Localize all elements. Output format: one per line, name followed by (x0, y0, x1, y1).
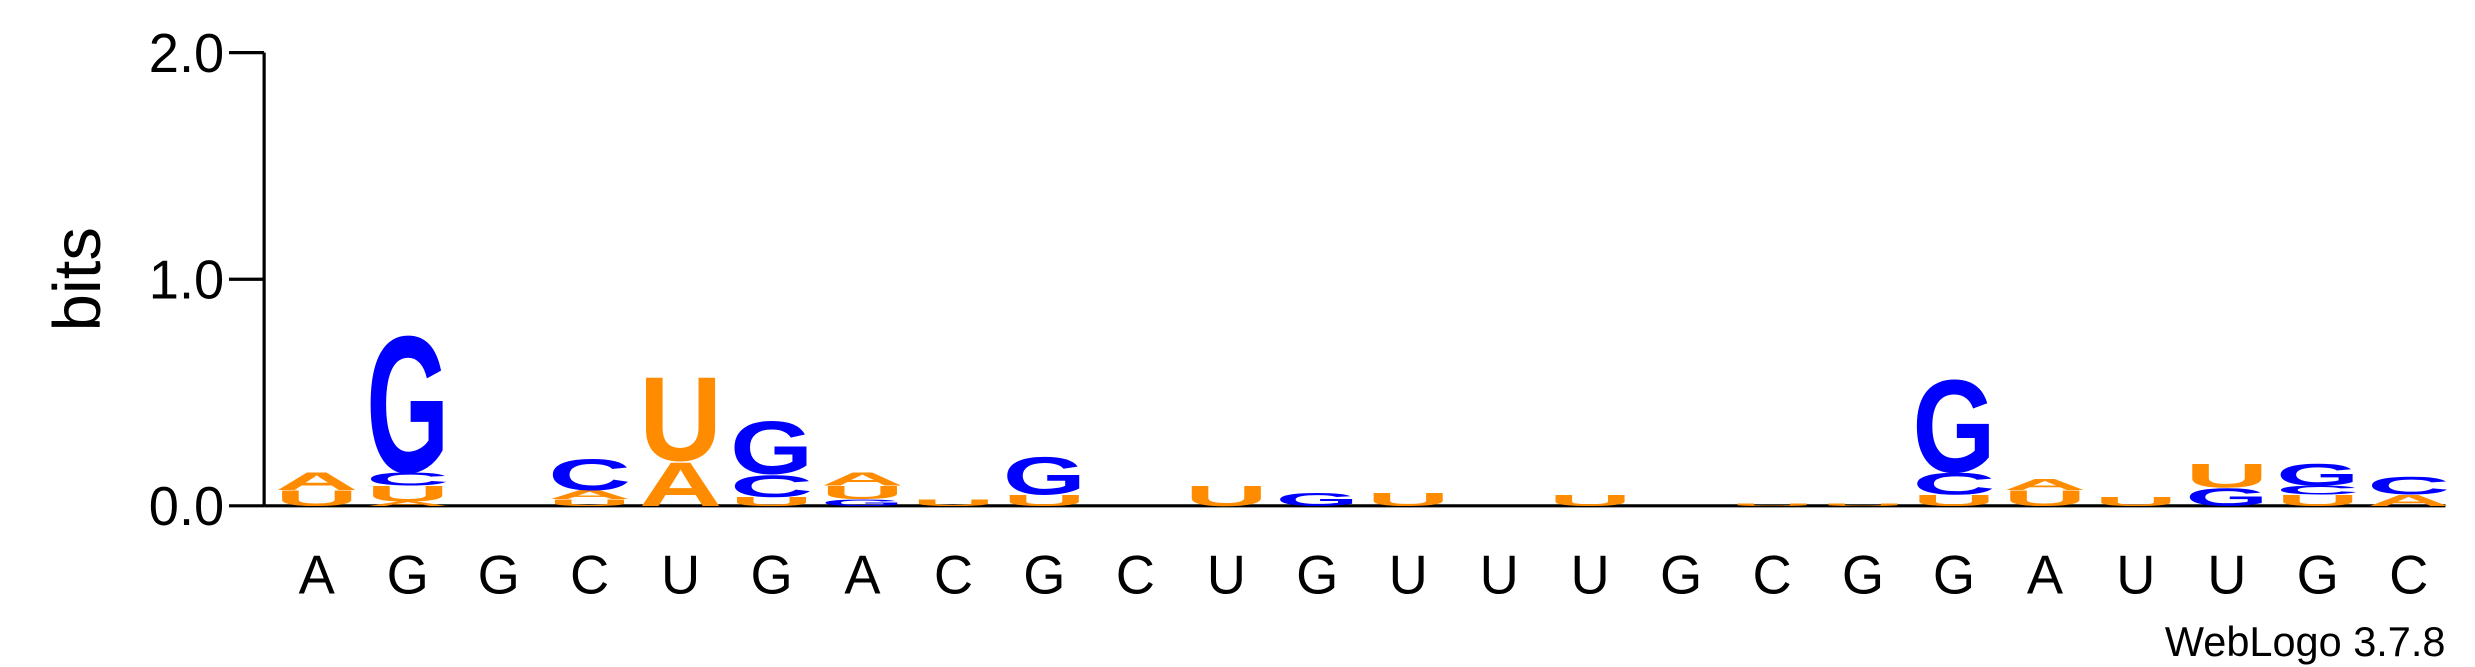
y-tick-label: 1.0 (149, 250, 224, 310)
logo-letter: U (821, 482, 904, 503)
x-tick-label: C (570, 546, 609, 606)
x-tick-label: U (1389, 546, 1428, 606)
logo-letter: U (1731, 503, 1814, 507)
logo-letter: G (2185, 483, 2268, 511)
logo-letter: C (366, 468, 449, 489)
x-tick-label: A (844, 546, 881, 606)
logo-letter: U (912, 497, 995, 508)
logo-letter: U (1003, 492, 1086, 510)
logo-letter: U (2003, 486, 2086, 511)
logo-letter: C (1912, 466, 1995, 501)
logo-letter: U (1912, 492, 1995, 510)
logo-letter: G (1003, 446, 1086, 506)
y-axis-label: bits (40, 227, 115, 331)
logo-letter: U (366, 482, 449, 507)
footer: WebLogo 3.7.8 (2165, 618, 2446, 665)
logo-letter: U (1822, 503, 1905, 507)
y-tick-label: 2.0 (149, 24, 224, 84)
x-tick-label: U (661, 546, 700, 606)
logo-letter: A (2367, 492, 2450, 510)
logo-letter: A (2003, 476, 2086, 494)
logo-letter: G (1276, 489, 1359, 510)
x-tick-label: G (1023, 546, 1065, 606)
logo-letter: C (2367, 472, 2450, 500)
y-tick-label: 0.0 (149, 477, 224, 537)
x-tick-label: C (2389, 546, 2428, 606)
logo-letter: C (730, 469, 813, 504)
x-tick-label: G (1296, 546, 1338, 606)
x-tick-label: G (1660, 546, 1702, 606)
logo-letter: U (1549, 492, 1632, 510)
logo-letter: U (548, 497, 631, 508)
logo-letter: G (1912, 353, 1995, 501)
logo-letter: A (639, 449, 722, 520)
logo-letter: A (275, 467, 358, 495)
x-tick-label: U (2207, 546, 2246, 606)
x-tick-label: A (2027, 546, 2064, 606)
x-tick-label: U (2116, 546, 2155, 606)
x-tick-label: G (1933, 546, 1975, 606)
x-tick-label: G (750, 546, 792, 606)
x-tick-label: C (1116, 546, 1155, 606)
x-tick-label: C (1752, 546, 1791, 606)
logo-letter: A (821, 468, 904, 489)
logo-letter: A (366, 500, 449, 507)
logo-letter: U (2276, 492, 2359, 510)
logo-letter: U (1367, 489, 1450, 510)
logo-letter: U (2185, 457, 2268, 496)
logo-letter: A (548, 488, 631, 502)
x-tick-label: C (934, 546, 973, 606)
x-tick-label: G (1842, 546, 1884, 606)
x-tick-label: U (1571, 546, 1610, 606)
logo-letter: G (821, 497, 904, 508)
x-tick-label: G (387, 546, 429, 606)
logo-letter: C (548, 450, 631, 499)
logo-letter: U (275, 486, 358, 511)
logo-letter: C (2276, 483, 2359, 497)
x-tick-label: A (299, 546, 336, 606)
logo-letter: G (366, 296, 449, 514)
logo-letter: G (730, 406, 813, 490)
x-tick-label: U (1207, 546, 1246, 606)
x-tick-label: U (1480, 546, 1519, 606)
logo-letter: U (1185, 480, 1268, 512)
logo-letter: U (639, 352, 722, 486)
x-tick-label: G (478, 546, 520, 606)
logo-letter: U (2094, 494, 2177, 508)
logo-letter: U (730, 494, 813, 508)
logo-letter: G (2276, 457, 2359, 492)
x-tick-label: G (2297, 546, 2339, 606)
